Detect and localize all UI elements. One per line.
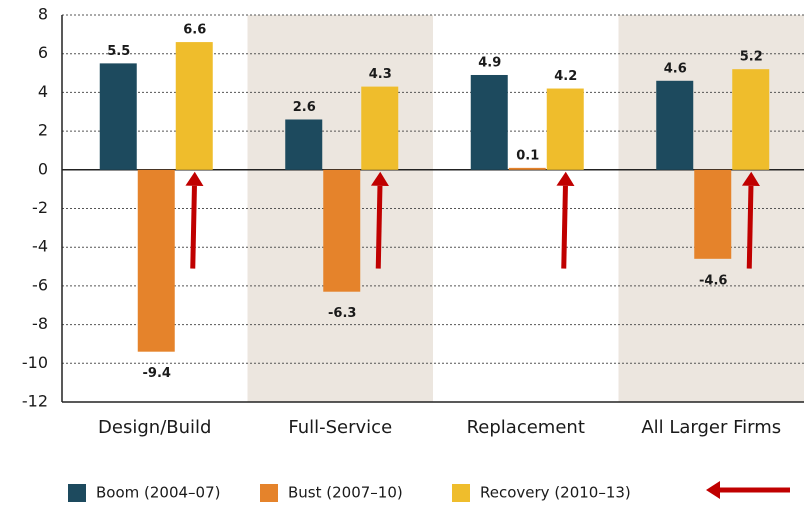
y-tick-label: 8 [38,5,48,24]
value-label: 2.6 [293,100,316,115]
value-label: 5.5 [107,44,130,59]
arrow-shaft [375,185,383,269]
arrow-shaft [561,185,568,269]
x-tick-label: Design/Build [98,417,211,438]
arrow-head [741,171,760,186]
bar [323,169,361,292]
value-label: 6.6 [183,23,206,38]
bar [285,119,323,170]
x-tick-label: Replacement [467,417,585,438]
legend: Boom (2004–07) Bust (2007–10) Recovery (20… [68,484,631,502]
value-label: -9.4 [143,366,171,381]
legend-label: Recovery (2010–13) [480,484,631,502]
value-label: 4.2 [554,69,577,84]
value-label: 5.2 [740,50,763,65]
arrow-shaft [746,185,754,269]
bar [99,63,137,170]
y-tick-label: -12 [22,392,48,411]
bar [137,169,175,352]
legend-swatch [68,484,86,502]
y-tick-label: 6 [38,43,48,62]
bar [470,74,508,170]
annotation-arrow [370,171,389,269]
bar [175,42,213,170]
bar [656,80,694,170]
x-tick-label: All Larger Firms [641,417,781,438]
annotation-arrow [706,481,790,499]
arrow-shaft [190,185,197,269]
arrow-head [185,171,204,186]
y-tick-label: -6 [32,275,48,294]
arrow-head [370,171,389,186]
x-tick-label: Full-Service [288,417,392,438]
y-tick-label: -2 [32,198,48,217]
annotation-arrow [556,171,575,269]
y-tick-label: 2 [38,121,48,140]
arrow-head [556,171,575,186]
value-label: 4.6 [664,61,687,76]
value-label: 4.3 [369,67,392,82]
bar [508,167,546,170]
annotation-arrow [741,171,760,269]
bar [694,169,732,259]
arrow-head [706,481,720,499]
bar [546,88,584,170]
legend-label: Boom (2004–07) [96,484,221,502]
value-label: 0.1 [516,148,539,163]
y-tick-label: -4 [32,237,48,256]
legend-label: Bust (2007–10) [288,484,403,502]
legend-swatch [260,484,278,502]
y-tick-label: -8 [32,314,48,333]
y-tick-label: 4 [38,82,48,101]
value-label: -6.3 [328,306,356,321]
legend-swatch [452,484,470,502]
y-tick-label: 0 [38,159,48,178]
bar [732,69,770,170]
annotation-arrow [185,171,204,269]
y-tick-label: -10 [22,353,48,372]
value-label: -4.6 [699,273,727,288]
value-label: 4.9 [478,55,501,70]
bar [361,86,399,170]
